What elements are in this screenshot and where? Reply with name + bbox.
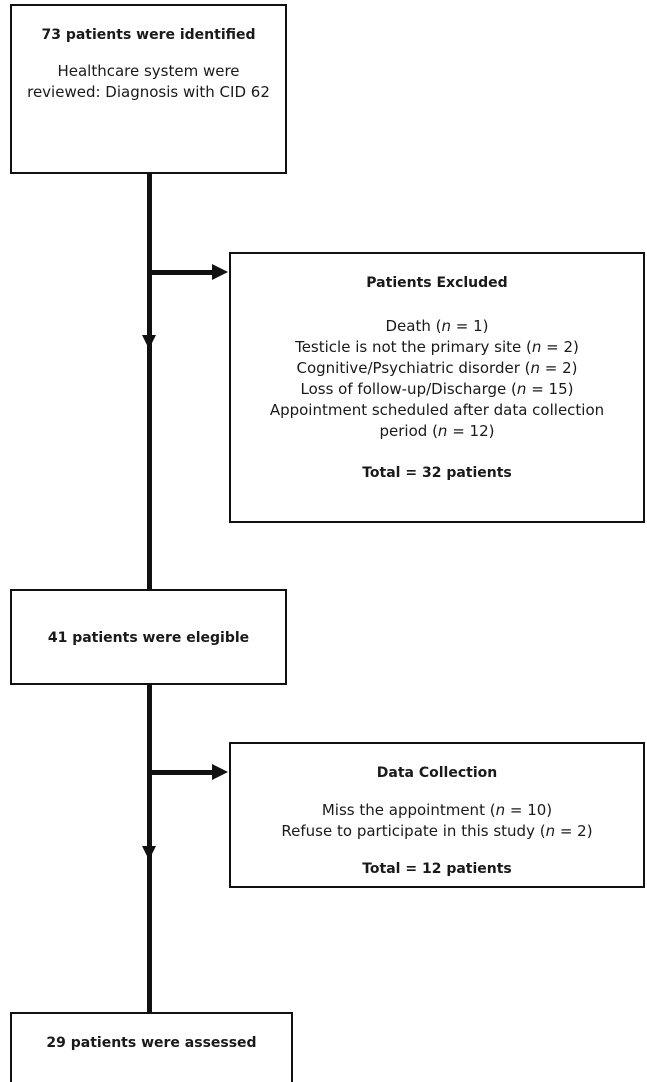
data-collection-box: Data Collection Miss the appointment (n …	[229, 742, 645, 888]
excluded-item: Loss of follow-up/Discharge (n = 15)	[300, 380, 574, 398]
excluded-box: Patients Excluded Death (n = 1) Testicle…	[229, 252, 645, 523]
excluded-item: Testicle is not the primary site (n = 2)	[295, 338, 579, 356]
identified-title: 73 patients were identified	[41, 27, 256, 43]
arrow-right-excluded	[212, 264, 228, 280]
assessed-title: 29 patients were assessed	[46, 1035, 257, 1051]
arrow-right-data-collection	[212, 764, 228, 780]
excluded-title: Patients Excluded	[366, 275, 508, 291]
excluded-item: Death (n = 1)	[385, 317, 489, 335]
excluded-list: Death (n = 1) Testicle is not the primar…	[237, 316, 637, 442]
identified-box: 73 patients were identified Healthcare s…	[10, 4, 287, 174]
assessed-box: 29 patients were assessed	[10, 1012, 293, 1082]
identified-text: Healthcare system were reviewed: Diagnos…	[27, 62, 270, 101]
data-collection-total: Total = 12 patients	[362, 861, 512, 877]
excluded-total: Total = 32 patients	[362, 465, 512, 481]
branch-line-excluded	[150, 270, 214, 275]
branch-line-data-collection	[150, 770, 214, 775]
eligible-title: 41 patients were elegible	[47, 630, 250, 646]
excluded-item: Cognitive/Psychiatric disorder (n = 2)	[296, 359, 578, 377]
data-collection-list: Miss the appointment (n = 10) Refuse to …	[237, 800, 637, 842]
arrow-down-1	[142, 335, 156, 349]
data-collection-title: Data Collection	[376, 765, 498, 781]
flow-line-1	[147, 172, 152, 591]
data-collection-item: Refuse to participate in this study (n =…	[281, 822, 593, 840]
excluded-item: Appointment scheduled after data collect…	[269, 401, 605, 440]
data-collection-item: Miss the appointment (n = 10)	[321, 801, 553, 819]
arrow-down-2	[142, 846, 156, 860]
eligible-box: 41 patients were elegible	[10, 589, 287, 685]
